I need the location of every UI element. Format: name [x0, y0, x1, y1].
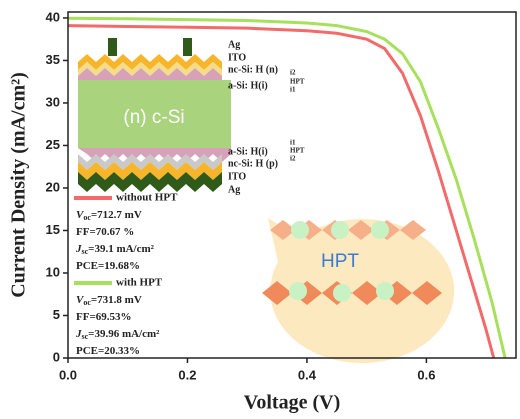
layer-label: ITO — [228, 171, 246, 182]
layer-label: HPT — [290, 147, 305, 155]
x-tick-label: 0.4 — [298, 367, 317, 382]
stat-part: FF=69.53% — [76, 311, 131, 323]
stat-part: J — [75, 328, 82, 340]
y-tick-label: 5 — [53, 307, 60, 322]
y-tick-label: 10 — [46, 264, 60, 279]
stat-part: V — [76, 294, 85, 306]
layer — [78, 62, 222, 76]
layer-label: ITO — [228, 52, 246, 63]
stat-part: PCE=19.68% — [76, 260, 140, 272]
plot-frame — [67, 11, 517, 359]
layer-label: nc-Si: H (n) — [228, 64, 278, 75]
stat-part: sc — [82, 332, 89, 341]
legend-label: without HPT — [116, 192, 178, 204]
stat-part: =39.1 mA/cm² — [88, 243, 154, 255]
layer-label: a-Si: H(i) — [228, 146, 268, 157]
layer — [78, 162, 222, 180]
stat-part: J — [75, 243, 82, 255]
layer-label: Ag — [228, 184, 240, 195]
hpt-bubble: HPT — [262, 218, 455, 364]
stat-part: V — [76, 209, 85, 221]
layer — [78, 172, 222, 192]
stat-line: PCE=20.33% — [76, 345, 140, 357]
stat-part: PCE=20.33% — [76, 345, 140, 357]
layer-label: i2 — [290, 69, 296, 77]
electrode — [108, 38, 117, 56]
layer-label: i1 — [290, 86, 296, 94]
layer-label: i2 — [290, 155, 296, 163]
stat-part: =39.96 mA/cm² — [88, 328, 160, 340]
stat-line: FF=69.53% — [76, 311, 131, 323]
substrate-label: (n) c-Si — [123, 107, 184, 128]
cell-diagram: (n) c-Si Ag ITO nc-Si: H (n) a-Si: H(i) … — [78, 38, 305, 195]
stat-line: Voc=731.8 mV — [76, 294, 142, 307]
electrode — [183, 38, 192, 56]
layer-label: nc-Si: H (p) — [228, 158, 278, 169]
stat-line: PCE=19.68% — [76, 260, 140, 272]
x-tick-label: 0.0 — [59, 367, 77, 382]
x-tick-label: 0.6 — [417, 367, 435, 382]
legend-label: with HPT — [116, 277, 163, 289]
y-tick-label: 30 — [46, 94, 60, 109]
y-tick-label: 35 — [46, 52, 60, 67]
layer-label: HPT — [290, 78, 305, 86]
substrate — [78, 80, 231, 148]
x-axis-label: Voltage (V) — [244, 392, 340, 414]
y-axis-label: Current Density (mA/cm²) — [8, 72, 30, 298]
y-tick-label: 15 — [46, 222, 60, 237]
layer-label: Ag — [228, 39, 240, 50]
stat-line: Jsc=39.96 mA/cm² — [75, 328, 160, 341]
curve — [67, 16, 507, 359]
layer — [78, 54, 222, 70]
y-tick-label: 40 — [46, 9, 60, 24]
stat-part: =712.7 mV — [91, 209, 142, 221]
y-tick-label: 20 — [46, 179, 60, 194]
bubble-label: HPT — [321, 251, 359, 272]
layer-label: i1 — [290, 139, 296, 147]
curve — [67, 24, 496, 359]
layer-label: a-Si: H(i) — [228, 80, 268, 91]
stat-part: =731.8 mV — [91, 294, 142, 306]
stat-line: FF=70.67 % — [76, 226, 134, 238]
stat-line: Voc=712.7 mV — [76, 209, 142, 222]
stat-part: oc — [83, 298, 91, 307]
x-tick-label: 0.2 — [178, 367, 196, 382]
crystal-row — [262, 281, 442, 305]
stat-line: Jsc=39.1 mA/cm² — [75, 243, 155, 256]
stat-part: sc — [82, 247, 89, 256]
layer — [78, 68, 222, 82]
y-tick-label: 0 — [53, 349, 60, 364]
stat-part: FF=70.67 % — [76, 226, 134, 238]
molecule — [289, 221, 394, 302]
y-tick-label: 25 — [46, 137, 60, 152]
stat-part: oc — [83, 213, 91, 222]
